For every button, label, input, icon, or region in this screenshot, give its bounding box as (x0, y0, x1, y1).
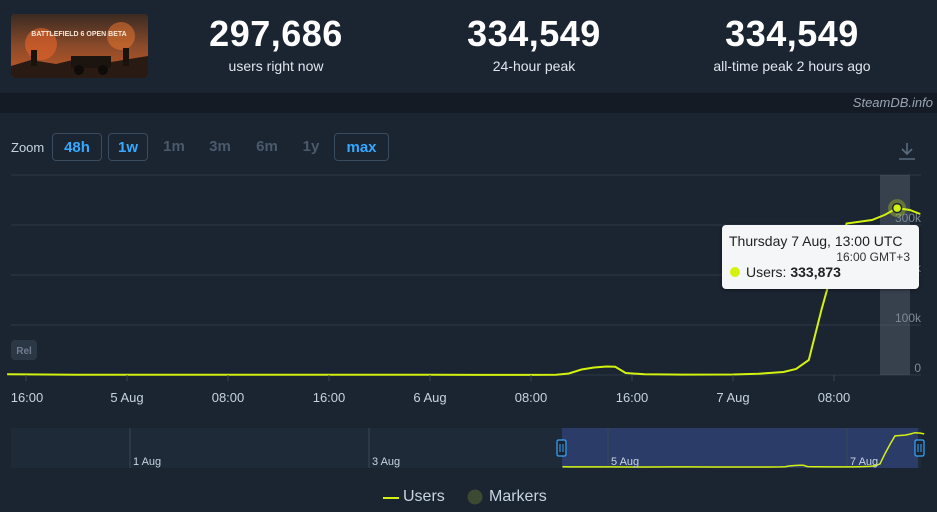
tooltip-local-time: 16:00 GMT+3 (836, 250, 910, 264)
current-users-label: users right now (228, 58, 324, 74)
zoom-1m-button[interactable]: 1m (163, 138, 185, 155)
zoom-1y-button[interactable]: 1y (302, 138, 320, 155)
zoom-3m-button[interactable]: 3m (209, 138, 231, 155)
zoom-48h-button[interactable]: 48h (52, 133, 102, 161)
navigator-selection[interactable] (562, 428, 918, 468)
download-icon[interactable] (896, 140, 918, 162)
x-tick-label: 08:00 (212, 390, 245, 405)
tooltip-value-row: Users: 333,873 (746, 264, 841, 280)
navigator-right-handle[interactable] (914, 439, 925, 457)
hover-point[interactable] (891, 202, 903, 214)
tooltip-date: Thursday 7 Aug, 13:00 UTC (729, 233, 903, 249)
zoom-1w-button[interactable]: 1w (108, 133, 148, 161)
navigator-series-line (562, 431, 925, 468)
x-tick-label: 16:00 (616, 390, 649, 405)
x-tick-label: 5 Aug (110, 390, 143, 405)
chart-tooltip: Thursday 7 Aug, 13:00 UTC 16:00 GMT+3 Us… (722, 225, 919, 289)
zoom-max-button[interactable]: max (334, 133, 389, 161)
stat-alltime-peak: 334,549 all-time peak 2 hours ago (678, 14, 906, 75)
peak-24h-label: 24-hour peak (492, 58, 576, 74)
x-tick-label: 16:00 (11, 390, 44, 405)
legend-markers-symbol (467, 489, 483, 505)
x-axis-ticks: 16:00 5 Aug 08:00 16:00 6 Aug 08:00 16:00 7 Aug… (11, 375, 851, 405)
game-logo-image: BATTLEFIELD 6 OPEN BETA (11, 14, 148, 78)
player-count-chart[interactable]: Rel 0100k200k300k 16:005 Aug08:0016:006 … (0, 170, 937, 512)
navigator-label: 1 Aug (133, 456, 161, 468)
x-tick-label: 08:00 (515, 390, 548, 405)
stat-24h-peak: 334,549 24-hour peak (436, 14, 632, 75)
x-tick-label: 16:00 (313, 390, 346, 405)
tooltip-value: 333,873 (790, 264, 841, 280)
navigator-label: 5 Aug (611, 456, 639, 468)
y-tick-label: 300k (895, 211, 922, 225)
stat-current-users: 297,686 users right now (178, 14, 374, 75)
x-tick-label: 7 Aug (716, 390, 749, 405)
x-tick-label: 08:00 (818, 390, 851, 405)
tooltip-series-dot (730, 267, 740, 277)
y-tick-label: 100k (895, 311, 922, 325)
rel-badge[interactable]: Rel (11, 340, 37, 360)
legend-users[interactable]: Users (403, 488, 445, 505)
game-logo-text: BATTLEFIELD 6 OPEN BETA (31, 31, 126, 38)
game-thumbnail[interactable]: BATTLEFIELD 6 OPEN BETA (11, 14, 148, 78)
zoom-label: Zoom (11, 140, 45, 155)
navigator-gridlines (129, 428, 848, 468)
x-tick-label: 6 Aug (413, 390, 446, 405)
navigator-labels: 1 Aug 3 Aug 5 Aug 7 Aug (133, 456, 878, 468)
y-tick-label: 0 (914, 361, 921, 375)
navigator-label: 7 Aug (850, 456, 878, 468)
steamdb-credit[interactable]: SteamDB.info (852, 95, 933, 110)
stats-bar: BATTLEFIELD 6 OPEN BETA 297,686 users ri… (0, 0, 937, 93)
navigator-left-handle[interactable] (556, 439, 567, 457)
peak-24h-value: 334,549 (467, 13, 601, 54)
alltime-peak-value: 334,549 (725, 13, 859, 54)
legend-users-symbol (383, 497, 399, 499)
credit-strip (0, 93, 937, 113)
alltime-peak-label: all-time peak 2 hours ago (713, 58, 871, 74)
navigator-label: 3 Aug (372, 456, 400, 468)
legend-markers[interactable]: Markers (489, 488, 547, 505)
rel-badge-label: Rel (16, 346, 32, 357)
current-users-value: 297,686 (209, 13, 343, 54)
zoom-6m-button[interactable]: 6m (256, 138, 278, 155)
tooltip-series-label: Users: (746, 264, 787, 280)
